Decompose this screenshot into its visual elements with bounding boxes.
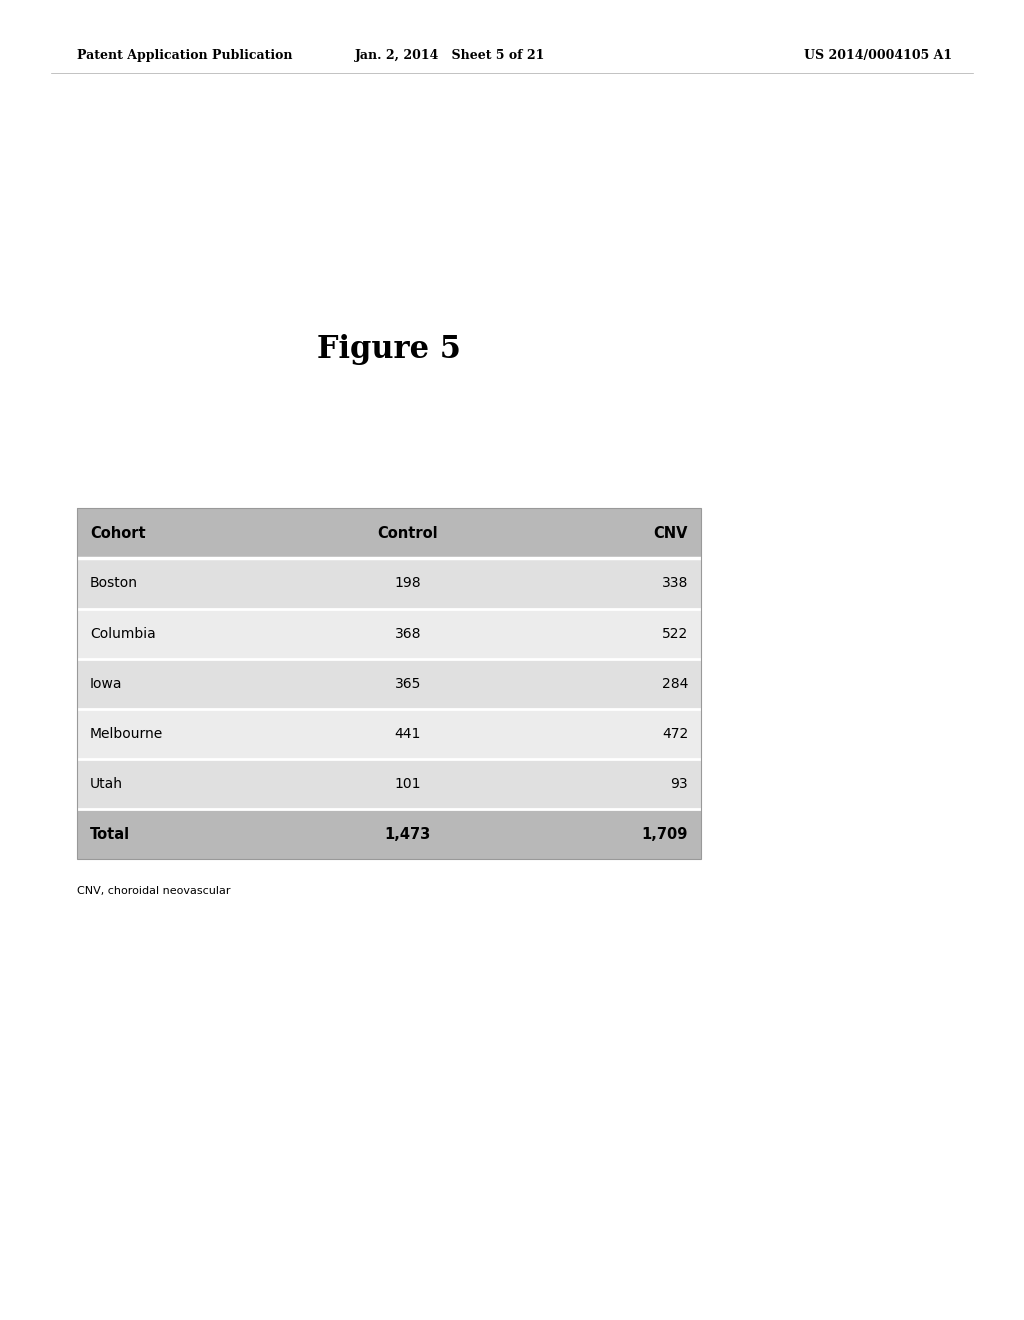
Text: Figure 5: Figure 5 [317, 334, 461, 366]
Bar [77, 508, 701, 558]
Bar [77, 508, 701, 859]
Text: Iowa: Iowa [90, 677, 123, 690]
Text: Boston: Boston [90, 577, 138, 590]
Text: 441: 441 [394, 727, 421, 741]
Text: Melbourne: Melbourne [90, 727, 164, 741]
Text: 368: 368 [394, 627, 421, 640]
Text: 472: 472 [662, 727, 688, 741]
Text: Total: Total [90, 826, 130, 842]
Bar [77, 809, 701, 859]
Bar [77, 609, 701, 659]
Text: Utah: Utah [90, 777, 123, 791]
Text: 1,473: 1,473 [385, 826, 431, 842]
Text: 522: 522 [662, 627, 688, 640]
Text: CNV, choroidal neovascular: CNV, choroidal neovascular [77, 886, 230, 896]
Text: 284: 284 [662, 677, 688, 690]
Text: 93: 93 [671, 777, 688, 791]
Text: US 2014/0004105 A1: US 2014/0004105 A1 [804, 49, 952, 62]
Text: Control: Control [378, 525, 438, 541]
Bar [77, 659, 701, 709]
Text: Cohort: Cohort [90, 525, 145, 541]
Text: 198: 198 [394, 577, 421, 590]
Text: Patent Application Publication: Patent Application Publication [77, 49, 292, 62]
Text: 101: 101 [394, 777, 421, 791]
Text: 338: 338 [662, 577, 688, 590]
Text: Jan. 2, 2014   Sheet 5 of 21: Jan. 2, 2014 Sheet 5 of 21 [355, 49, 546, 62]
Text: 1,709: 1,709 [642, 826, 688, 842]
Text: 365: 365 [394, 677, 421, 690]
Bar [77, 558, 701, 609]
Bar [77, 759, 701, 809]
Text: CNV: CNV [653, 525, 688, 541]
Bar [77, 709, 701, 759]
Text: Columbia: Columbia [90, 627, 156, 640]
